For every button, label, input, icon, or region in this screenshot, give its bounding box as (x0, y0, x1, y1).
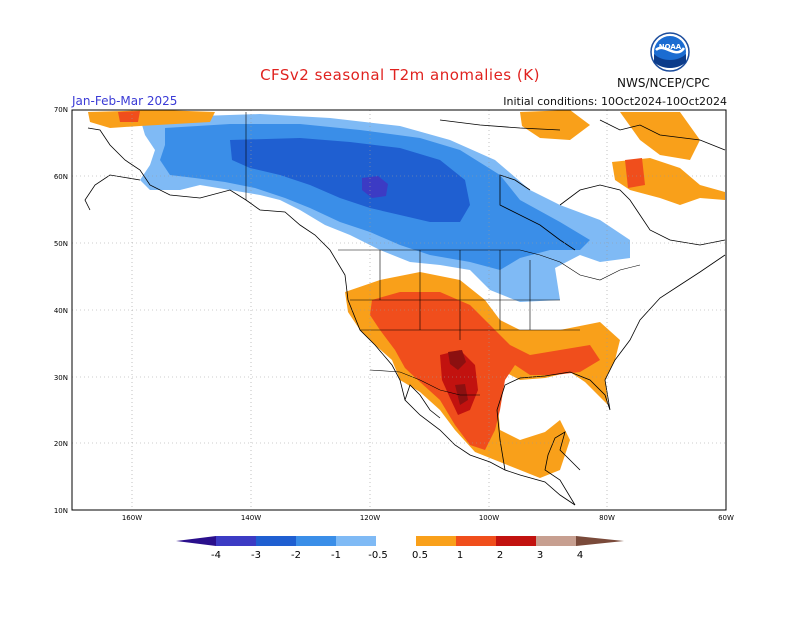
lat-label: 50N (54, 240, 68, 248)
latitude-labels: 70N 60N 50N 40N 30N 20N 10N (54, 106, 68, 515)
colorbar-segment (336, 536, 376, 546)
anomaly-fields (88, 110, 725, 478)
graticule (72, 110, 726, 510)
colorbar-segment (416, 536, 456, 546)
coastlines (84, 119, 726, 506)
initial-conditions: Initial conditions: 10Oct2024-10Oct2024 (503, 95, 727, 108)
lat-label: 20N (54, 440, 68, 448)
colorbar-label: -3 (251, 550, 261, 561)
colorbar-label: -0.5 (368, 550, 388, 561)
lat-label: 40N (54, 307, 68, 315)
colorbar-segment (536, 536, 576, 546)
lon-label: 60W (718, 514, 734, 522)
lon-label: 120W (360, 514, 380, 522)
colorbar-segment (296, 536, 336, 546)
lat-label: 30N (54, 374, 68, 382)
colorbar-segment (216, 536, 256, 546)
lat-label: 60N (54, 173, 68, 181)
colorbar: -4 -3 -2 -1 -0.5 0.5 1 2 3 4 (176, 536, 624, 561)
anomaly-region-cold-dark (230, 138, 470, 222)
political-borders (245, 112, 641, 396)
colorbar-label: 4 (577, 550, 583, 561)
noaa-logo: NOAA (650, 32, 690, 72)
colorbar-segment (376, 536, 416, 546)
colorbar-label: 1 (457, 550, 463, 561)
map-title: CFSv2 seasonal T2m anomalies (K) (260, 66, 540, 84)
anomaly-region-alaska-red (118, 111, 140, 122)
forecast-period: Jan-Feb-Mar 2025 (72, 94, 178, 108)
colorbar-label: 3 (537, 550, 543, 561)
colorbar-segment (456, 536, 496, 546)
map-frame (71, 109, 727, 511)
colorbar-label: -1 (331, 550, 341, 561)
agency-label: NWS/NCEP/CPC (617, 76, 710, 90)
colorbar-label: -4 (211, 550, 221, 561)
anomaly-region-warm-darkred (440, 350, 478, 415)
lon-label: 80W (599, 514, 615, 522)
colorbar-segment (176, 536, 216, 546)
colorbar-segment (496, 536, 536, 546)
colorbar-label: -2 (291, 550, 301, 561)
anomaly-region-warm-red (370, 292, 600, 450)
colorbar-label: 0.5 (412, 550, 428, 561)
lon-label: 140W (241, 514, 261, 522)
lat-label: 10N (54, 507, 68, 515)
lat-label: 70N (54, 106, 68, 114)
anomaly-region-eastcanada-red (625, 158, 645, 188)
longitude-labels: 160W 140W 120W 100W 80W 60W (122, 514, 734, 522)
colorbar-label: 2 (497, 550, 503, 561)
lon-label: 160W (122, 514, 142, 522)
map-plot-area (71, 109, 727, 511)
colorbar-segment (576, 536, 624, 546)
anomaly-region-warm-deepest (448, 350, 468, 405)
anomaly-region-arctic-warm (520, 110, 700, 160)
svg-text:NOAA: NOAA (659, 43, 682, 51)
colorbar-segment (256, 536, 296, 546)
anomaly-region-cold-deepest (362, 176, 388, 198)
lon-label: 100W (479, 514, 499, 522)
